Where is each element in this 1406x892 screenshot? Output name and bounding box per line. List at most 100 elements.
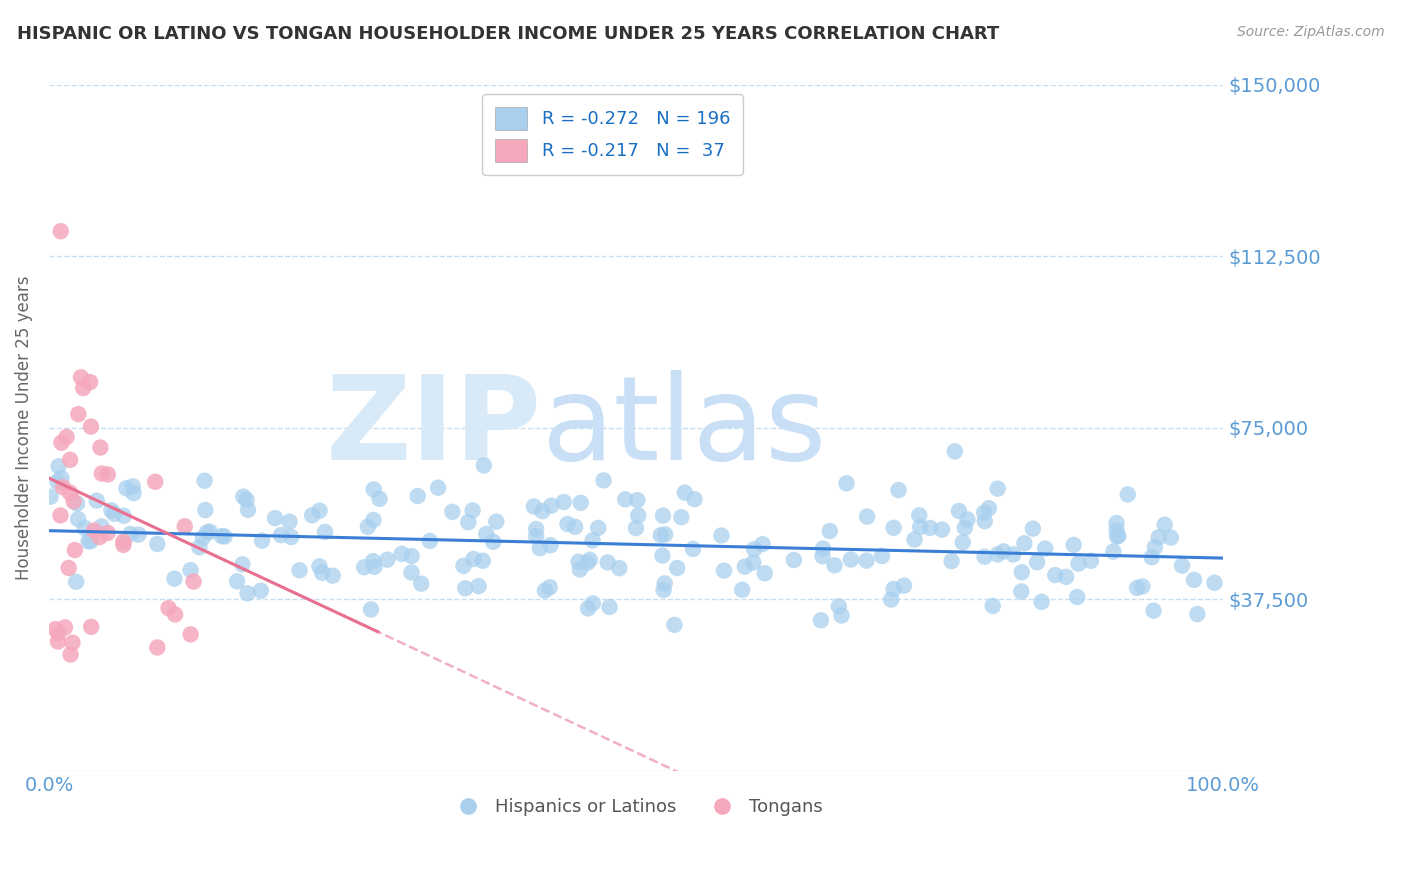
Point [710, 528, 733, 542]
Point [1107, 529, 1129, 543]
Point [90, 467, 112, 481]
Point [956, 512, 979, 526]
Point [540, 499, 562, 513]
Point [83, 524, 105, 538]
Point [993, 544, 1015, 558]
Point [624, 521, 647, 535]
Point [1132, 579, 1154, 593]
Point [1102, 544, 1125, 558]
Point [783, 553, 806, 567]
Point [654, 527, 676, 541]
Point [59, 452, 82, 467]
Point [236, 502, 259, 516]
Point [908, 520, 931, 534]
Point [157, 601, 180, 615]
Point [165, 607, 187, 622]
Point [531, 504, 554, 518]
Point [973, 514, 995, 528]
Point [981, 599, 1004, 613]
Point [1031, 595, 1053, 609]
Point [839, 552, 862, 566]
Point [1147, 530, 1170, 544]
Point [731, 582, 754, 597]
Point [1026, 555, 1049, 569]
Point [183, 574, 205, 589]
Point [835, 476, 858, 491]
Point [193, 474, 215, 488]
Point [1182, 573, 1205, 587]
Point [987, 482, 1010, 496]
Point [987, 548, 1010, 562]
Point [614, 492, 637, 507]
Point [236, 586, 259, 600]
Point [811, 541, 834, 556]
Point [1080, 554, 1102, 568]
Point [754, 566, 776, 581]
Point [427, 481, 450, 495]
Point [121, 479, 143, 493]
Point [49, 224, 72, 238]
Point [401, 566, 423, 580]
Point [734, 559, 756, 574]
Point [1014, 536, 1036, 550]
Point [288, 563, 311, 577]
Point [1063, 538, 1085, 552]
Point [943, 444, 966, 458]
Point [1105, 523, 1128, 537]
Point [903, 533, 925, 547]
Point [89, 530, 111, 544]
Point [80, 534, 103, 549]
Point [270, 528, 292, 542]
Point [112, 508, 135, 523]
Point [232, 490, 254, 504]
Point [63, 543, 86, 558]
Point [1204, 575, 1226, 590]
Point [278, 515, 301, 529]
Point [391, 547, 413, 561]
Point [568, 562, 591, 576]
Point [1033, 541, 1056, 556]
Point [97, 525, 120, 540]
Point [457, 515, 479, 529]
Point [1066, 590, 1088, 604]
Point [582, 533, 605, 548]
Point [568, 555, 591, 569]
Point [67, 407, 90, 421]
Point [322, 568, 344, 582]
Point [250, 583, 273, 598]
Point [666, 561, 689, 575]
Point [77, 534, 100, 549]
Point [1140, 550, 1163, 565]
Point [1011, 566, 1033, 580]
Point [742, 556, 765, 570]
Point [650, 528, 672, 542]
Point [65, 574, 87, 589]
Point [582, 596, 605, 610]
Point [59, 485, 82, 500]
Point [908, 508, 931, 523]
Point [86, 493, 108, 508]
Point [713, 564, 735, 578]
Point [39, 490, 62, 504]
Point [1142, 604, 1164, 618]
Point [90, 519, 112, 533]
Point [1171, 558, 1194, 573]
Point [1105, 529, 1128, 543]
Point [401, 549, 423, 563]
Point [363, 559, 385, 574]
Point [146, 640, 169, 655]
Point [553, 495, 575, 509]
Point [1067, 557, 1090, 571]
Point [441, 505, 464, 519]
Point [652, 582, 675, 597]
Point [406, 489, 429, 503]
Point [194, 503, 217, 517]
Point [301, 508, 323, 523]
Point [576, 601, 599, 615]
Point [80, 419, 103, 434]
Point [1143, 540, 1166, 554]
Point [53, 620, 76, 634]
Point [264, 511, 287, 525]
Point [1054, 570, 1077, 584]
Point [122, 486, 145, 500]
